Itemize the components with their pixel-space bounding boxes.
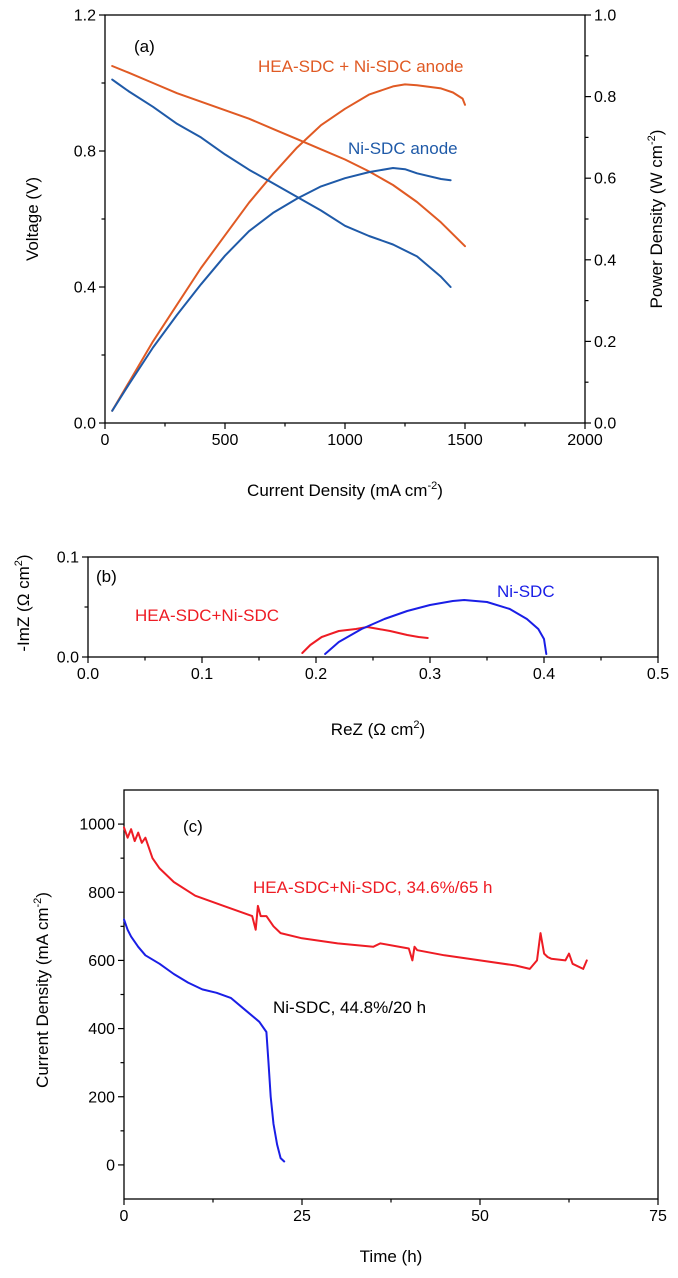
chart-a-series-1-power (111, 83, 466, 412)
chart-c-ytick-label: 600 (88, 953, 115, 970)
chart-b-ytick-label: 0.0 (57, 650, 79, 667)
chart-a-panel-label: (a) (134, 37, 155, 56)
chart-a-marks (111, 65, 466, 412)
chart-a-xtick-label: 2000 (567, 432, 603, 449)
chart-c-xtick-label: 50 (471, 1208, 489, 1225)
chart-a-xtick-label: 1500 (447, 432, 483, 449)
chart-c-xtick-label: 25 (293, 1208, 311, 1225)
chart-a-annotation-hea: HEA-SDC + Ni-SDC anode (258, 57, 464, 76)
chart-b-xtick-label: 0.0 (77, 666, 99, 683)
chart-c-frame (123, 789, 659, 1200)
chart-c-ytick-label: 0 (106, 1157, 115, 1174)
chart-b-ytick-label: 0.1 (57, 550, 79, 567)
chart-b-xtick-label: 0.5 (647, 666, 669, 683)
chart-b-ylabel: -ImZ (Ω cm2) (13, 554, 33, 651)
chart-b-series-0 (301, 626, 429, 654)
chart-b-ticks: 0.0 0.1 0.2 0.3 0.4 0.5 0.0 0.1 (57, 550, 669, 684)
chart-a-frame (104, 14, 586, 424)
chart-b-annotation-hea: HEA-SDC+Ni-SDC (135, 606, 279, 625)
chart-a-series-3-power (111, 167, 452, 412)
chart-b-series-1 (324, 599, 548, 655)
chart-a-xtick-label: 0 (101, 432, 110, 449)
chart-a-y2tick-label: 0.4 (594, 252, 616, 269)
chart-b-xtick-label: 0.1 (191, 666, 213, 683)
chart-a: 0 500 1000 1500 20000.00.40.81.20.00.20.40.6… (23, 8, 666, 501)
chart-b-xtick-label: 0.3 (419, 666, 441, 683)
chart-a-xtick-label: 500 (212, 432, 239, 449)
chart-b-xlabel: ReZ (Ω cm2) (331, 719, 425, 739)
chart-c: 0 25 50 75 0 200 400 600 800 1000 (c) HEA-SDC+Ni-… (32, 789, 667, 1266)
chart-c-xtick-label: 0 (120, 1208, 129, 1225)
chart-a-ytick-label: 0.4 (74, 280, 96, 297)
chart-c-ytick-label: 400 (88, 1021, 115, 1038)
chart-a-ytick-label: 1.2 (74, 8, 96, 25)
chart-c-ytick-label: 1000 (79, 817, 115, 834)
chart-c-panel-label: (c) (183, 817, 203, 836)
chart-b-xtick-label: 0.2 (305, 666, 327, 683)
chart-a-xtick-label: 1000 (327, 432, 363, 449)
chart-a-y2tick-label: 1.0 (594, 8, 616, 25)
chart-c-annotation-nisdc: Ni-SDC, 44.8%/20 h (273, 998, 426, 1017)
chart-c-xtick-label: 75 (649, 1208, 667, 1225)
chart-a-annotation-nisdc: Ni-SDC anode (348, 139, 458, 158)
chart-b-xtick-label: 0.4 (533, 666, 555, 683)
chart-a-y2tick-label: 0.2 (594, 334, 616, 351)
chart-c-ytick-label: 800 (88, 885, 115, 902)
chart-c-ylabel: Current Density (mA cm-2) (32, 892, 52, 1088)
chart-a-y2tick-label: 0.8 (594, 89, 616, 106)
chart-a-ytick-label: 0.0 (74, 416, 96, 433)
chart-c-ytick-label: 200 (88, 1089, 115, 1106)
chart-a-ytick-label: 0.8 (74, 144, 96, 161)
chart-a-ylabel: Voltage (V) (23, 177, 42, 261)
chart-c-series-0 (123, 826, 588, 970)
chart-a-y2tick-label: 0.6 (594, 171, 616, 188)
chart-b-panel-label: (b) (96, 567, 117, 586)
chart-a-series-0-voltage (111, 65, 466, 248)
chart-a-series-2-voltage (111, 78, 452, 288)
chart-a-xlabel: Current Density (mA cm-2) (247, 480, 443, 500)
chart-a-y2tick-label: 0.0 (594, 416, 616, 433)
chart-c-ticks: 0 25 50 75 0 200 400 600 800 1000 (79, 817, 667, 1225)
chart-c-series-1 (123, 918, 286, 1163)
chart-c-xlabel: Time (h) (360, 1247, 423, 1266)
chart-c-marks (123, 826, 588, 1163)
chart-b: 0.0 0.1 0.2 0.3 0.4 0.5 0.0 0.1 (b) HEA-SDC+Ni-… (13, 550, 669, 740)
chart-b-annotation-nisdc: Ni-SDC (497, 582, 555, 601)
chart-a-y2label: Power Density (W cm-2) (646, 130, 666, 309)
chart-b-marks (301, 599, 548, 655)
chart-a-ticks: 0 500 1000 1500 20000.00.40.81.20.00.20.40.6… (74, 8, 617, 450)
chart-c-annotation-hea: HEA-SDC+Ni-SDC, 34.6%/65 h (253, 878, 493, 897)
